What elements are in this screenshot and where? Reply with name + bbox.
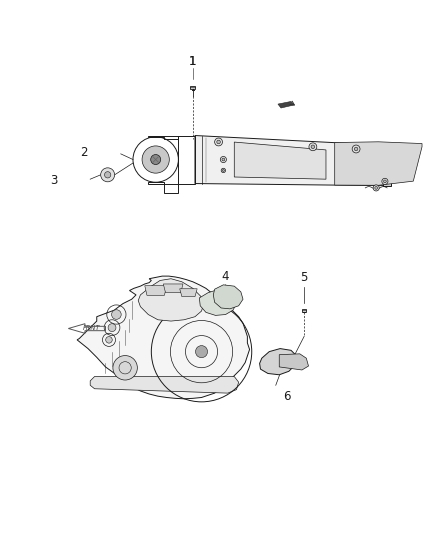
- Circle shape: [105, 172, 111, 178]
- Text: 6: 6: [283, 390, 290, 402]
- Circle shape: [106, 336, 112, 343]
- Circle shape: [113, 356, 138, 380]
- Text: FRNT: FRNT: [82, 326, 100, 332]
- Polygon shape: [279, 354, 308, 370]
- Circle shape: [101, 168, 115, 182]
- Circle shape: [222, 158, 225, 161]
- Circle shape: [142, 146, 170, 173]
- Bar: [302, 309, 306, 312]
- Polygon shape: [138, 279, 204, 321]
- Circle shape: [384, 180, 386, 183]
- Polygon shape: [77, 276, 250, 399]
- Circle shape: [221, 168, 226, 173]
- Circle shape: [112, 310, 121, 319]
- Circle shape: [375, 187, 378, 189]
- Text: 2: 2: [81, 147, 88, 159]
- Circle shape: [352, 145, 360, 153]
- Polygon shape: [199, 289, 237, 316]
- Text: 5: 5: [300, 271, 308, 284]
- Circle shape: [108, 324, 116, 332]
- Circle shape: [354, 147, 358, 151]
- Polygon shape: [180, 289, 197, 297]
- Polygon shape: [145, 286, 166, 295]
- Polygon shape: [213, 285, 243, 309]
- Circle shape: [217, 140, 220, 144]
- Circle shape: [382, 179, 388, 184]
- Circle shape: [309, 143, 317, 151]
- Circle shape: [220, 157, 226, 163]
- Circle shape: [195, 345, 208, 358]
- Text: 3: 3: [50, 174, 57, 187]
- Polygon shape: [163, 284, 183, 293]
- Text: 1: 1: [189, 55, 197, 68]
- Polygon shape: [234, 142, 326, 179]
- Circle shape: [311, 145, 314, 149]
- Polygon shape: [90, 376, 239, 393]
- Polygon shape: [335, 142, 422, 185]
- Circle shape: [151, 155, 161, 165]
- Polygon shape: [383, 146, 392, 185]
- Polygon shape: [278, 101, 294, 108]
- Polygon shape: [260, 349, 297, 375]
- Circle shape: [373, 185, 379, 191]
- Text: 4: 4: [222, 270, 230, 283]
- Polygon shape: [195, 135, 392, 185]
- Circle shape: [223, 169, 224, 172]
- Bar: [191, 86, 195, 89]
- Circle shape: [215, 138, 223, 146]
- Text: 1: 1: [189, 55, 197, 68]
